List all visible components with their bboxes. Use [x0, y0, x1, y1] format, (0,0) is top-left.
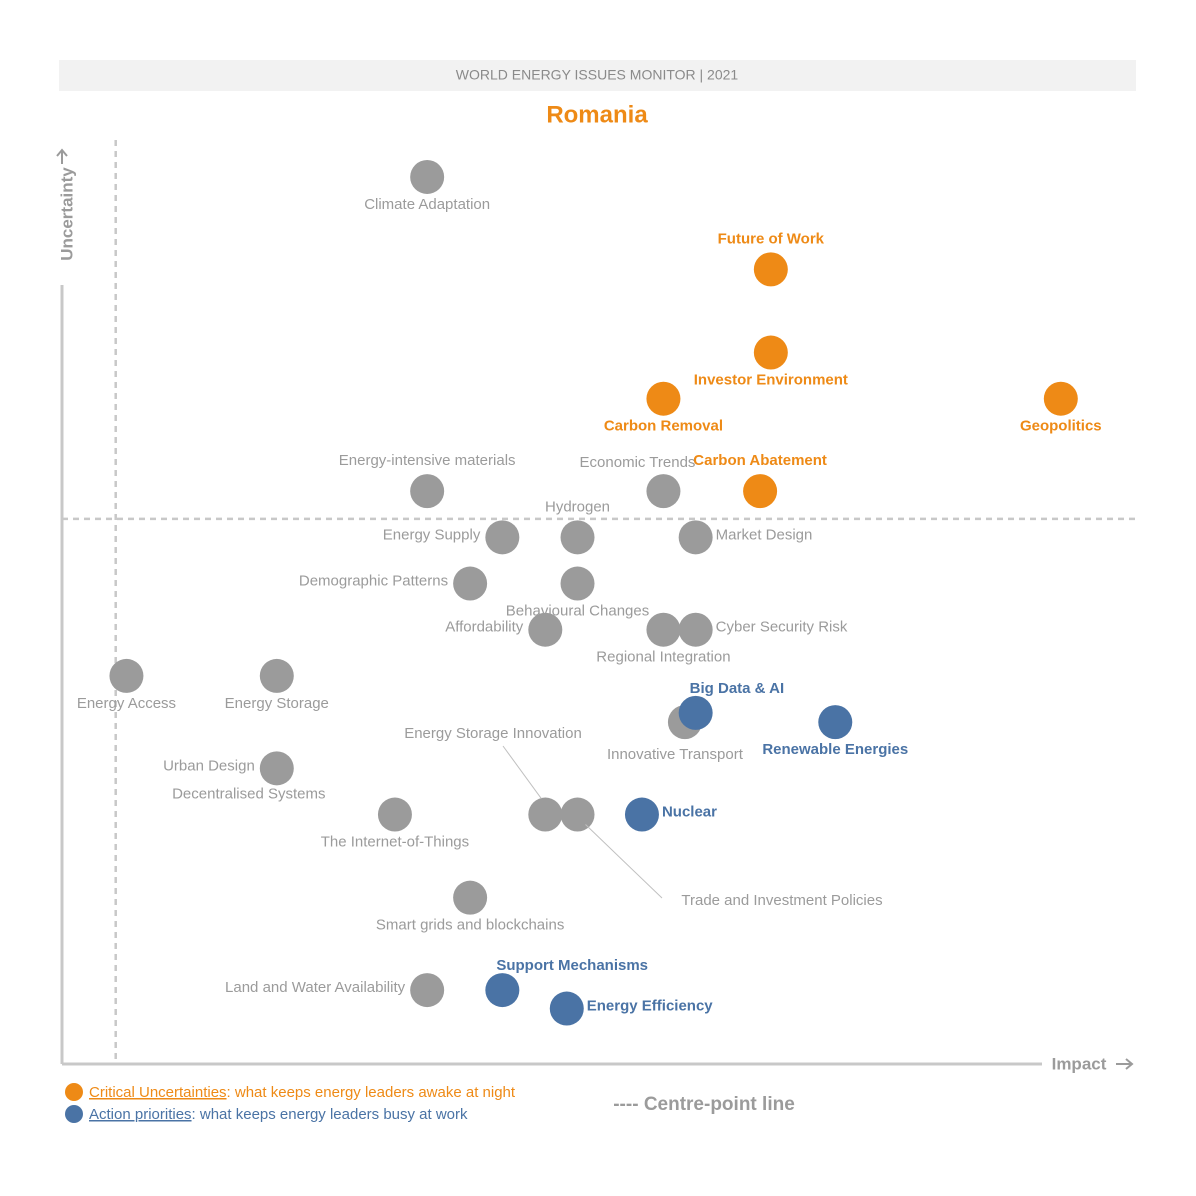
label-energy-storage-innovation: Energy Storage Innovation — [404, 725, 582, 742]
label-geopolitics: Geopolitics — [1020, 418, 1102, 435]
label-renewable-energies: Renewable Energies — [762, 741, 908, 758]
point-behavioural-changes[interactable] — [560, 566, 595, 601]
legend-title-action: Action priorities — [89, 1106, 192, 1123]
label-economic-trends: Economic Trends — [580, 454, 696, 471]
point-energy-intensive-materials[interactable] — [410, 474, 445, 509]
legend-dot-critical — [65, 1083, 83, 1101]
label-innovative-transport: Innovative Transport — [607, 746, 744, 763]
header-banner-text: WORLD ENERGY ISSUES MONITOR | 2021 — [456, 67, 739, 83]
point-climate-adaptation[interactable] — [410, 159, 445, 194]
point-renewable-energies[interactable] — [818, 705, 853, 740]
label-big-data-ai: Big Data & AI — [690, 680, 784, 697]
label-demographic-patterns: Demographic Patterns — [299, 572, 448, 589]
point-geopolitics[interactable] — [1043, 381, 1078, 416]
centre-line-legend: ---- Centre-point line — [613, 1094, 795, 1115]
label-smart-grids-and-blockchains: Smart grids and blockchains — [376, 917, 564, 934]
label-energy-intensive-materials: Energy-intensive materials — [339, 452, 516, 469]
point-hydrogen[interactable] — [560, 520, 595, 555]
point-urban-design[interactable] — [259, 751, 294, 786]
label-climate-adaptation: Climate Adaptation — [364, 196, 490, 213]
point-future-of-work[interactable] — [753, 252, 788, 287]
header-banner — [59, 60, 1136, 91]
label-regional-integration: Regional Integration — [596, 649, 730, 666]
label-the-internet-of-things: The Internet-of-Things — [321, 833, 469, 850]
point-investor-environment[interactable] — [753, 335, 788, 370]
point-smart-grids-and-blockchains[interactable] — [453, 880, 488, 915]
point-energy-storage-innovation[interactable] — [528, 797, 563, 832]
point-nuclear[interactable] — [624, 797, 659, 832]
label-support-mechanisms: Support Mechanisms — [496, 957, 648, 974]
label-decentralised-systems: Decentralised Systems — [172, 785, 325, 802]
label-energy-efficiency: Energy Efficiency — [587, 998, 714, 1015]
point-cyber-security-risk[interactable] — [678, 612, 713, 647]
legend-item-critical: Critical Uncertainties: what keeps energ… — [89, 1084, 516, 1101]
y-axis-arrow-icon — [56, 148, 68, 164]
label-energy-access: Energy Access — [77, 695, 176, 712]
x-axis-arrow-icon — [1116, 1058, 1134, 1070]
label-trade-and-investment-policies: Trade and Investment Policies — [681, 892, 882, 909]
point-affordability[interactable] — [528, 612, 563, 647]
label-cyber-security-risk: Cyber Security Risk — [716, 619, 848, 636]
label-hydrogen: Hydrogen — [545, 498, 610, 515]
legend-title-critical: Critical Uncertainties — [89, 1084, 227, 1101]
label-affordability: Affordability — [445, 619, 524, 636]
x-axis-label: Impact — [1052, 1054, 1107, 1073]
point-demographic-patterns[interactable] — [453, 566, 488, 601]
label-future-of-work: Future of Work — [718, 230, 825, 247]
legend-item-action: Action priorities: what keeps energy lea… — [89, 1106, 468, 1123]
point-energy-access[interactable] — [109, 658, 144, 693]
legend-desc-critical: : what keeps energy leaders awake at nig… — [227, 1084, 516, 1101]
leader-line-trade-investment — [585, 824, 663, 899]
label-energy-supply: Energy Supply — [383, 526, 481, 543]
label-land-and-water-availability: Land and Water Availability — [225, 979, 406, 996]
label-market-design: Market Design — [716, 526, 813, 543]
point-trade-and-investment-policies[interactable] — [560, 797, 595, 832]
chart-title: Romania — [546, 101, 648, 128]
point-energy-supply[interactable] — [485, 520, 520, 555]
point-big-data-ai[interactable] — [678, 695, 713, 730]
legend-dot-action — [65, 1105, 83, 1123]
point-economic-trends[interactable] — [646, 474, 681, 509]
point-carbon-removal[interactable] — [646, 381, 681, 416]
label-energy-storage: Energy Storage — [225, 695, 329, 712]
point-market-design[interactable] — [678, 520, 713, 555]
label-behavioural-changes: Behavioural Changes — [506, 602, 649, 619]
label-carbon-abatement: Carbon Abatement — [693, 452, 827, 469]
label-investor-environment: Investor Environment — [694, 371, 848, 388]
legend-desc-action: : what keeps energy leaders busy at work — [192, 1106, 468, 1123]
leader-line-energy-storage-innovation — [502, 745, 542, 799]
point-support-mechanisms[interactable] — [485, 973, 520, 1008]
point-land-and-water-availability[interactable] — [410, 973, 445, 1008]
point-regional-integration[interactable] — [646, 612, 681, 647]
label-urban-design: Urban Design — [163, 757, 255, 774]
point-energy-storage[interactable] — [259, 658, 294, 693]
label-nuclear: Nuclear — [662, 803, 717, 820]
point-carbon-abatement[interactable] — [743, 474, 778, 509]
label-carbon-removal: Carbon Removal — [604, 418, 723, 435]
y-axis-label: Uncertainty — [57, 167, 76, 261]
point-the-internet-of-things[interactable] — [377, 797, 412, 832]
point-energy-efficiency[interactable] — [549, 991, 584, 1026]
